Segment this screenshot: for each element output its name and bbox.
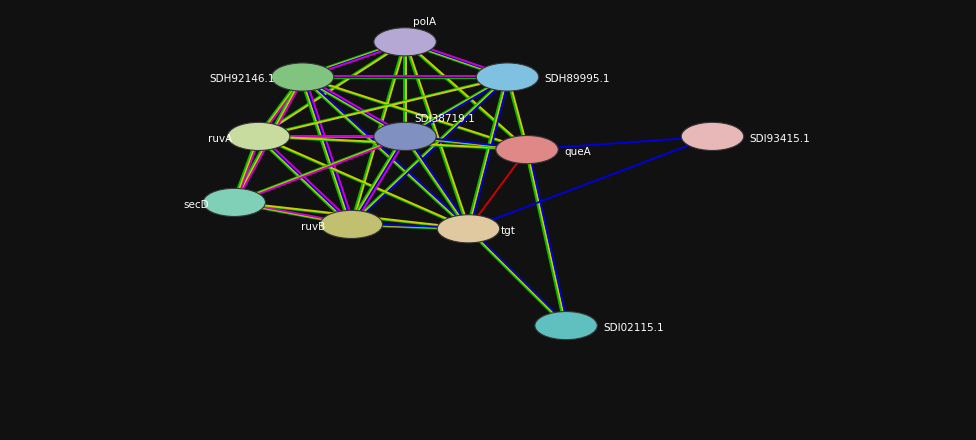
Text: secD: secD <box>183 200 209 209</box>
Text: ruvB: ruvB <box>301 222 325 231</box>
Circle shape <box>437 215 500 243</box>
Text: SDI38719.1: SDI38719.1 <box>415 114 475 124</box>
Text: queA: queA <box>564 147 590 157</box>
Circle shape <box>203 188 265 216</box>
Text: SDI02115.1: SDI02115.1 <box>603 323 664 333</box>
Circle shape <box>535 312 597 340</box>
Circle shape <box>496 136 558 164</box>
Circle shape <box>227 122 290 150</box>
Circle shape <box>320 210 383 238</box>
Text: SDH92146.1: SDH92146.1 <box>210 74 275 84</box>
Circle shape <box>681 122 744 150</box>
Text: polA: polA <box>413 17 436 27</box>
Text: tgt: tgt <box>501 226 515 236</box>
Circle shape <box>271 63 334 91</box>
Circle shape <box>374 28 436 56</box>
Text: ruvA: ruvA <box>208 134 232 143</box>
Circle shape <box>374 122 436 150</box>
Circle shape <box>476 63 539 91</box>
Text: SDH89995.1: SDH89995.1 <box>545 74 610 84</box>
Text: SDI93415.1: SDI93415.1 <box>750 134 810 143</box>
